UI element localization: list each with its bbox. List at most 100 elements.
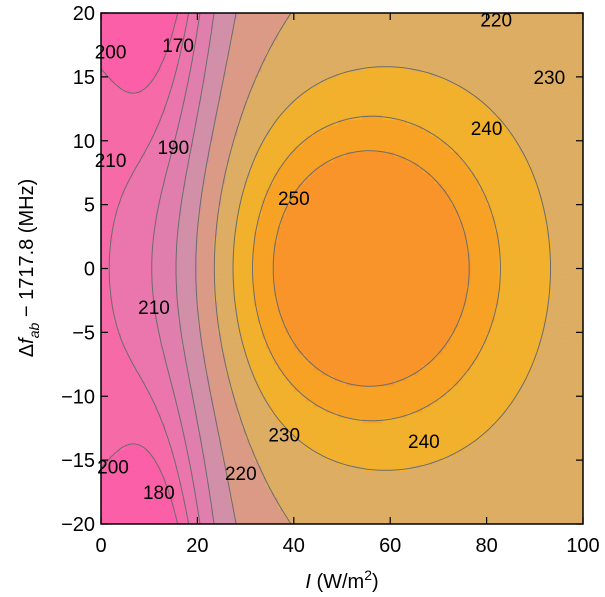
contour-cell — [173, 380, 178, 387]
contour-cell — [141, 353, 146, 360]
contour-cell — [141, 438, 146, 445]
contour-cell — [185, 34, 190, 41]
contour-cell — [161, 60, 166, 67]
contour-cell — [193, 454, 198, 461]
contour-cell — [237, 50, 243, 57]
contour-cell — [109, 273, 114, 280]
contour-cell — [101, 492, 106, 498]
contour-cell — [117, 449, 122, 456]
contour-cell — [257, 300, 263, 307]
contour-cell — [185, 220, 190, 227]
contour-cell — [157, 247, 162, 254]
contour-cell — [189, 183, 194, 190]
contour-cell — [245, 454, 251, 461]
contour-cell — [113, 124, 118, 131]
contour-cell — [201, 305, 207, 312]
contour-cell — [285, 82, 291, 89]
contour-cell — [257, 401, 263, 408]
plot-area — [100, 12, 584, 525]
contour-cell — [121, 311, 126, 317]
contour-cell — [145, 151, 150, 158]
contour-cell — [177, 433, 182, 440]
contour-cell — [117, 465, 122, 472]
contour-cell — [101, 60, 106, 67]
contour-cell — [209, 380, 215, 387]
contour-cell — [145, 140, 150, 147]
contour-cell — [209, 273, 215, 280]
contour-cell — [213, 178, 219, 184]
contour-cell — [213, 311, 219, 317]
contour-cell — [289, 374, 295, 381]
contour-cell — [129, 124, 134, 131]
contour-cell — [257, 167, 263, 174]
contour-cell — [293, 444, 299, 451]
contour-cell — [305, 92, 311, 99]
contour-cell — [189, 18, 194, 25]
contour-cell — [217, 87, 223, 94]
contour-cell — [205, 162, 211, 168]
contour-cell — [141, 460, 146, 467]
contour-cell — [305, 412, 311, 419]
contour-cell — [149, 23, 154, 30]
contour-cell — [157, 82, 162, 89]
contour-cell — [129, 300, 134, 307]
contour-cell — [185, 119, 190, 126]
contour-cell — [261, 55, 267, 62]
contour-cell — [193, 422, 198, 429]
contour-cell — [297, 305, 303, 312]
contour-cell — [125, 311, 130, 317]
contour-cell — [109, 23, 114, 30]
contour-cell — [109, 263, 114, 270]
contour-cell — [105, 401, 110, 408]
contour-cell — [293, 422, 299, 429]
contour-cell — [253, 34, 259, 41]
contour-cell — [241, 518, 247, 524]
contour-cell — [101, 241, 106, 248]
contour-cell — [265, 34, 271, 41]
contour-cell — [141, 497, 146, 504]
contour-cell — [193, 71, 198, 78]
contour-cell — [285, 199, 291, 206]
contour-cell — [197, 140, 203, 147]
contour-cell — [169, 215, 174, 222]
contour-cell — [129, 225, 134, 232]
contour-cell — [245, 369, 251, 376]
contour-cell — [233, 76, 239, 83]
contour-cell — [301, 406, 307, 413]
contour-cell — [265, 193, 271, 200]
contour-cell — [185, 358, 190, 365]
contour-cell — [189, 247, 194, 254]
contour-cell — [153, 390, 158, 397]
contour-cell — [197, 316, 203, 323]
contour-cell — [137, 508, 142, 514]
contour-cell — [129, 284, 134, 291]
contour-cell — [117, 60, 122, 67]
contour-cell — [105, 513, 110, 520]
contour-cell — [201, 460, 207, 467]
contour-cell — [245, 209, 251, 216]
contour-cell — [153, 172, 158, 179]
contour-cell — [173, 305, 178, 312]
contour-cell — [293, 108, 299, 115]
contour-cell — [233, 28, 239, 35]
contour-cell — [265, 66, 271, 73]
contour-cell — [249, 23, 255, 30]
contour-cell — [185, 438, 190, 445]
contour-cell — [297, 119, 303, 126]
contour-cell — [229, 193, 235, 200]
contour-cell — [253, 114, 259, 121]
contour-cell — [233, 438, 239, 445]
contour-cell — [237, 460, 243, 467]
contour-cell — [153, 279, 158, 286]
contour-cell — [209, 209, 215, 216]
contour-cell — [185, 465, 190, 472]
contour-cell — [221, 209, 227, 216]
contour-cell — [149, 353, 154, 360]
contour-cell — [229, 119, 235, 126]
contour-cell — [157, 449, 162, 456]
contour-cell — [289, 444, 295, 451]
contour-cell — [297, 241, 303, 248]
contour-cell — [249, 502, 255, 509]
contour-cell — [125, 417, 130, 424]
contour-cell — [249, 247, 255, 254]
